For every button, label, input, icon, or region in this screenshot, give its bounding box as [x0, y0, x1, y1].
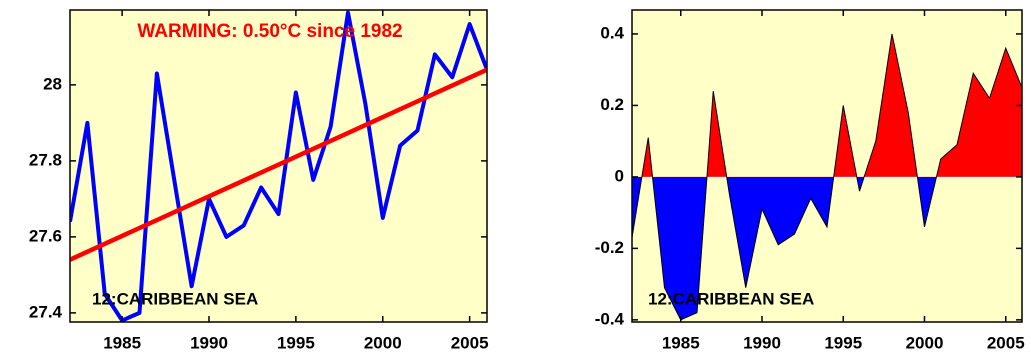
x-tick-label: 1990: [190, 333, 228, 352]
y-tick-label: -0.2: [595, 238, 624, 257]
plot-frame: [69, 9, 488, 323]
y-tick-label: -0.4: [595, 309, 625, 328]
y-tick-label: 27.8: [29, 150, 62, 169]
y-tick-label: 27.6: [29, 226, 62, 245]
x-tick-label: 1995: [824, 333, 862, 352]
y-tick-label: 28: [43, 74, 62, 93]
x-tick-label: 1985: [662, 333, 700, 352]
y-tick-label: 27.4: [29, 302, 63, 321]
area-outline: [632, 33, 1022, 321]
x-tick-label: 1985: [103, 333, 141, 352]
data-line: [70, 10, 487, 322]
area-positive: [632, 33, 1022, 177]
plot-area: [632, 33, 1022, 321]
plot-frame: [631, 9, 1023, 323]
x-tick-label: 2005: [451, 333, 489, 352]
y-tick-label: 0.2: [600, 95, 624, 114]
plot-area: [70, 10, 487, 322]
area-negative: [632, 176, 937, 320]
y-tick-label: 0: [615, 166, 624, 185]
annotation: 12:CARIBBEAN SEA: [648, 289, 814, 308]
x-tick-label: 2000: [906, 333, 944, 352]
annotation: 12:CARIBBEAN SEA: [92, 289, 258, 308]
annotation: WARMING: 0.50°C since 1982: [137, 21, 402, 42]
x-tick-label: 2000: [364, 333, 402, 352]
x-tick-label: 1990: [743, 333, 781, 352]
x-tick-label: 2005: [987, 333, 1025, 352]
data-line: [70, 67, 487, 262]
x-tick-label: 1995: [277, 333, 315, 352]
y-tick-label: 0.4: [600, 23, 624, 42]
